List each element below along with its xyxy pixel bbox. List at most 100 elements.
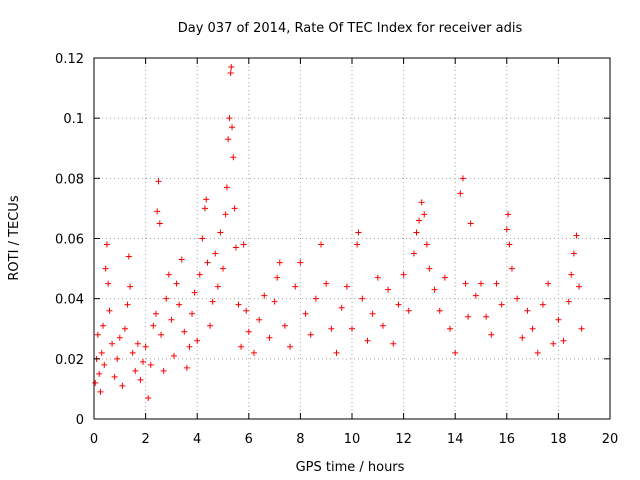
data-point — [158, 331, 165, 338]
data-point — [369, 310, 376, 317]
data-point — [452, 349, 459, 356]
data-point — [163, 295, 170, 302]
data-point — [560, 337, 567, 344]
data-point — [106, 307, 113, 314]
data-point — [343, 283, 350, 290]
data-point — [447, 325, 454, 332]
x-tick-label: 6 — [245, 432, 253, 447]
data-point — [359, 295, 366, 302]
x-tick-label: 2 — [141, 432, 149, 447]
data-point — [256, 316, 263, 323]
data-point — [186, 343, 193, 350]
data-point — [573, 232, 580, 239]
data-point — [349, 325, 355, 332]
data-point — [457, 190, 464, 197]
data-point — [160, 367, 167, 374]
data-point — [423, 241, 430, 248]
data-point — [498, 301, 505, 308]
data-point — [503, 226, 510, 233]
data-point — [212, 250, 219, 257]
data-point — [204, 259, 211, 266]
data-point — [226, 115, 233, 122]
data-point — [472, 292, 479, 299]
data-point — [173, 280, 180, 287]
data-point — [168, 316, 175, 323]
data-point — [534, 349, 541, 356]
data-point — [323, 280, 330, 287]
data-point — [431, 286, 438, 293]
data-point — [287, 343, 294, 350]
x-tick-label: 8 — [296, 432, 304, 447]
x-tick-label: 14 — [447, 432, 464, 447]
data-point — [493, 280, 500, 287]
data-point — [232, 244, 239, 251]
data-point — [127, 283, 134, 290]
data-point — [539, 301, 546, 308]
data-point — [152, 310, 159, 317]
y-tick-label: 0.04 — [55, 293, 84, 308]
data-point — [576, 283, 583, 290]
data-point — [217, 229, 224, 236]
data-point — [413, 229, 420, 236]
x-tick-label: 18 — [550, 432, 567, 447]
data-point — [196, 271, 203, 278]
y-tick-label: 0.08 — [55, 172, 84, 187]
data-point — [245, 328, 252, 335]
data-point — [231, 205, 238, 212]
data-point — [506, 241, 513, 248]
data-point — [281, 322, 288, 329]
data-point — [170, 352, 177, 359]
y-axis-label: ROTI / TECUs — [7, 195, 22, 280]
data-point — [467, 220, 474, 227]
data-point — [101, 361, 108, 368]
data-point — [97, 388, 104, 395]
data-point — [385, 286, 392, 293]
data-point — [132, 367, 139, 374]
data-point — [147, 361, 154, 368]
x-tick-label: 4 — [193, 432, 201, 447]
data-point — [228, 64, 235, 71]
data-point — [271, 298, 278, 305]
y-tick-label: 0 — [76, 413, 84, 428]
data-point — [129, 349, 136, 356]
data-point — [374, 274, 381, 281]
data-points — [92, 64, 585, 401]
y-tick-label: 0.06 — [55, 233, 84, 248]
data-point — [529, 325, 536, 332]
data-point — [235, 301, 242, 308]
data-point — [227, 70, 234, 77]
x-tick-label: 20 — [602, 432, 619, 447]
data-point — [109, 340, 116, 347]
data-point — [102, 265, 109, 272]
data-point — [418, 199, 425, 206]
data-point — [274, 274, 281, 281]
data-point — [119, 382, 126, 389]
x-tick-label: 12 — [395, 432, 412, 447]
data-point — [111, 373, 118, 380]
data-point — [405, 307, 412, 314]
x-tick-label: 16 — [499, 432, 516, 447]
data-point — [191, 289, 198, 296]
data-point — [364, 337, 371, 344]
data-point — [292, 283, 299, 290]
data-point — [183, 364, 190, 371]
data-point — [203, 196, 210, 203]
data-point — [238, 343, 245, 350]
y-tick-label: 0.02 — [55, 353, 84, 368]
data-point — [550, 340, 557, 347]
x-tick-label: 10 — [344, 432, 361, 447]
data-point — [125, 253, 132, 260]
data-point — [508, 265, 515, 272]
data-point — [505, 211, 512, 218]
data-point — [155, 178, 162, 185]
data-point — [240, 241, 247, 248]
data-point — [312, 295, 319, 302]
data-point — [436, 307, 443, 314]
data-point — [462, 280, 469, 287]
data-point — [483, 313, 490, 320]
x-axis-label: GPS time / hours — [296, 460, 405, 475]
data-point — [223, 184, 230, 191]
data-point — [565, 298, 572, 305]
data-point — [105, 280, 112, 287]
data-point — [478, 280, 484, 287]
